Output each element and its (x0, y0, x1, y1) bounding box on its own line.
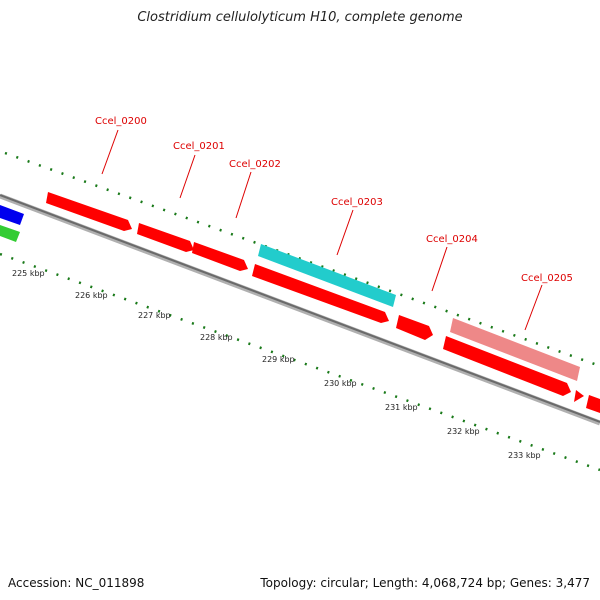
gene-blue-partial[interactable] (0, 205, 24, 225)
map-title: Clostridium cellulolyticum H10, complete… (137, 10, 463, 25)
scale-label-233: 233 kbp (508, 451, 541, 460)
gene-ccel-0205[interactable] (450, 318, 580, 381)
gene-label-ccel-0203: Ccel_0203 (331, 197, 383, 208)
scale-label-227: 227 kbp (138, 311, 171, 320)
gene-ccel-0202[interactable] (192, 242, 248, 271)
gene-label-ccel-0205: Ccel_0205 (521, 273, 573, 284)
gene-right-partial[interactable] (586, 395, 600, 413)
scale-label-229: 229 kbp (262, 355, 295, 364)
gene-ccel-0203[interactable] (258, 244, 396, 307)
gene-ccel-0206[interactable] (443, 336, 571, 396)
callout-lines (101, 129, 543, 331)
gene-label-ccel-0200: Ccel_0200 (95, 116, 147, 127)
backbone (0, 193, 600, 426)
gene-ccel-0204b[interactable] (396, 315, 433, 340)
gene-ccel-0204[interactable] (252, 264, 389, 323)
genome-stats-text: Topology: circular; Length: 4,068,724 bp… (260, 576, 590, 590)
gene-ccel-0200[interactable] (46, 192, 132, 231)
scale-label-225: 225 kbp (12, 269, 45, 278)
outer-tick-track (4, 151, 600, 368)
scale-label-230: 230 kbp (324, 379, 357, 388)
gene-green-partial[interactable] (0, 225, 20, 242)
gene-label-ccel-0204: Ccel_0204 (426, 234, 478, 245)
scale-label-231: 231 kbp (385, 403, 418, 412)
scale-label-232: 232 kbp (447, 427, 480, 436)
scale-label-226: 226 kbp (75, 291, 108, 300)
gene-label-ccel-0201: Ccel_0201 (173, 141, 225, 152)
accession-text: Accession: NC_011898 (8, 576, 145, 590)
gene-label-ccel-0202: Ccel_0202 (229, 159, 281, 170)
gene-ccel-0201[interactable] (137, 223, 194, 252)
scale-label-228: 228 kbp (200, 333, 233, 342)
gene-small[interactable] (574, 390, 584, 402)
